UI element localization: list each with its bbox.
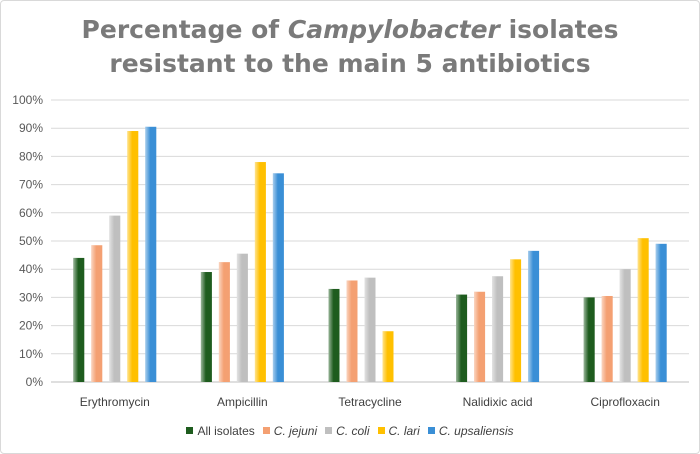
legend-label: C. coli — [336, 424, 370, 438]
chart-title-line-1: Percentage of Campylobacter isolates — [1, 13, 699, 47]
x-category-label: Nalidixic acid — [463, 395, 533, 409]
legend-label: C. jejuni — [273, 424, 318, 438]
bar-highlight — [218, 262, 230, 382]
bar-highlight — [510, 259, 522, 382]
bar-highlight — [127, 131, 139, 382]
bar-highlight — [91, 245, 103, 382]
bar-highlight — [254, 162, 266, 382]
bar-highlight — [200, 272, 212, 382]
bar-highlight — [492, 276, 504, 382]
bar-highlight — [364, 277, 376, 382]
bar-highlight — [456, 294, 468, 382]
y-tick-label: 60% — [19, 206, 43, 220]
bar-highlight — [328, 288, 340, 382]
legend-item: All isolates — [186, 424, 255, 438]
legend-label: All isolates — [197, 424, 255, 438]
x-category-label: Ampicillin — [217, 395, 268, 409]
bar-highlight — [73, 257, 85, 382]
legend-item: C. lari — [377, 424, 420, 438]
y-tick-label: 90% — [19, 121, 43, 135]
chart-legend: All isolates C. jejuni C. coli C. lari C. up… — [1, 424, 699, 438]
bar-highlight — [583, 297, 595, 382]
bar-highlight — [145, 126, 157, 382]
y-tick-label: 100% — [12, 93, 43, 107]
bar-highlight — [109, 215, 121, 382]
x-category-label: Ciprofloxacin — [591, 395, 660, 409]
bar-highlight — [619, 269, 631, 382]
legend-label: C. upsaliensis — [438, 424, 514, 438]
y-tick-label: 50% — [19, 234, 43, 248]
bar-highlight — [474, 291, 486, 382]
bar-highlight — [655, 243, 667, 382]
chart-title-line-2: resistant to the main 5 antibiotics — [109, 49, 591, 78]
chart-title-suffix: isolates — [499, 15, 619, 44]
legend-swatch — [325, 427, 333, 434]
chart-title-italic: Campylobacter — [287, 15, 500, 44]
legend-swatch — [377, 427, 385, 434]
bar-highlight — [637, 238, 649, 382]
bar-highlight — [601, 295, 613, 382]
legend-label: C. lari — [388, 424, 420, 438]
y-tick-label: 30% — [19, 290, 43, 304]
bar-highlight — [528, 250, 540, 382]
x-category-label: Tetracycline — [338, 395, 402, 409]
legend-item: C. upsaliensis — [427, 424, 514, 438]
chart-title: Percentage of Campylobacter isolates res… — [1, 13, 699, 81]
legend-swatch — [186, 427, 194, 434]
chart-title-prefix: Percentage of — [81, 15, 288, 44]
legend-item: C. coli — [325, 424, 370, 438]
y-tick-label: 80% — [19, 149, 43, 163]
bar-highlight — [236, 253, 248, 382]
y-tick-label: 20% — [19, 319, 43, 333]
legend-item: C. jejuni — [262, 424, 318, 438]
x-category-label: Erythromycin — [80, 395, 150, 409]
y-tick-label: 0% — [26, 375, 44, 389]
bar-highlight — [272, 173, 284, 382]
y-tick-label: 70% — [19, 178, 43, 192]
bar-highlight — [382, 331, 394, 382]
legend-swatch — [262, 427, 270, 434]
bar-highlight — [346, 280, 358, 382]
y-tick-label: 40% — [19, 262, 43, 276]
y-tick-label: 10% — [19, 347, 43, 361]
legend-swatch — [427, 427, 435, 434]
